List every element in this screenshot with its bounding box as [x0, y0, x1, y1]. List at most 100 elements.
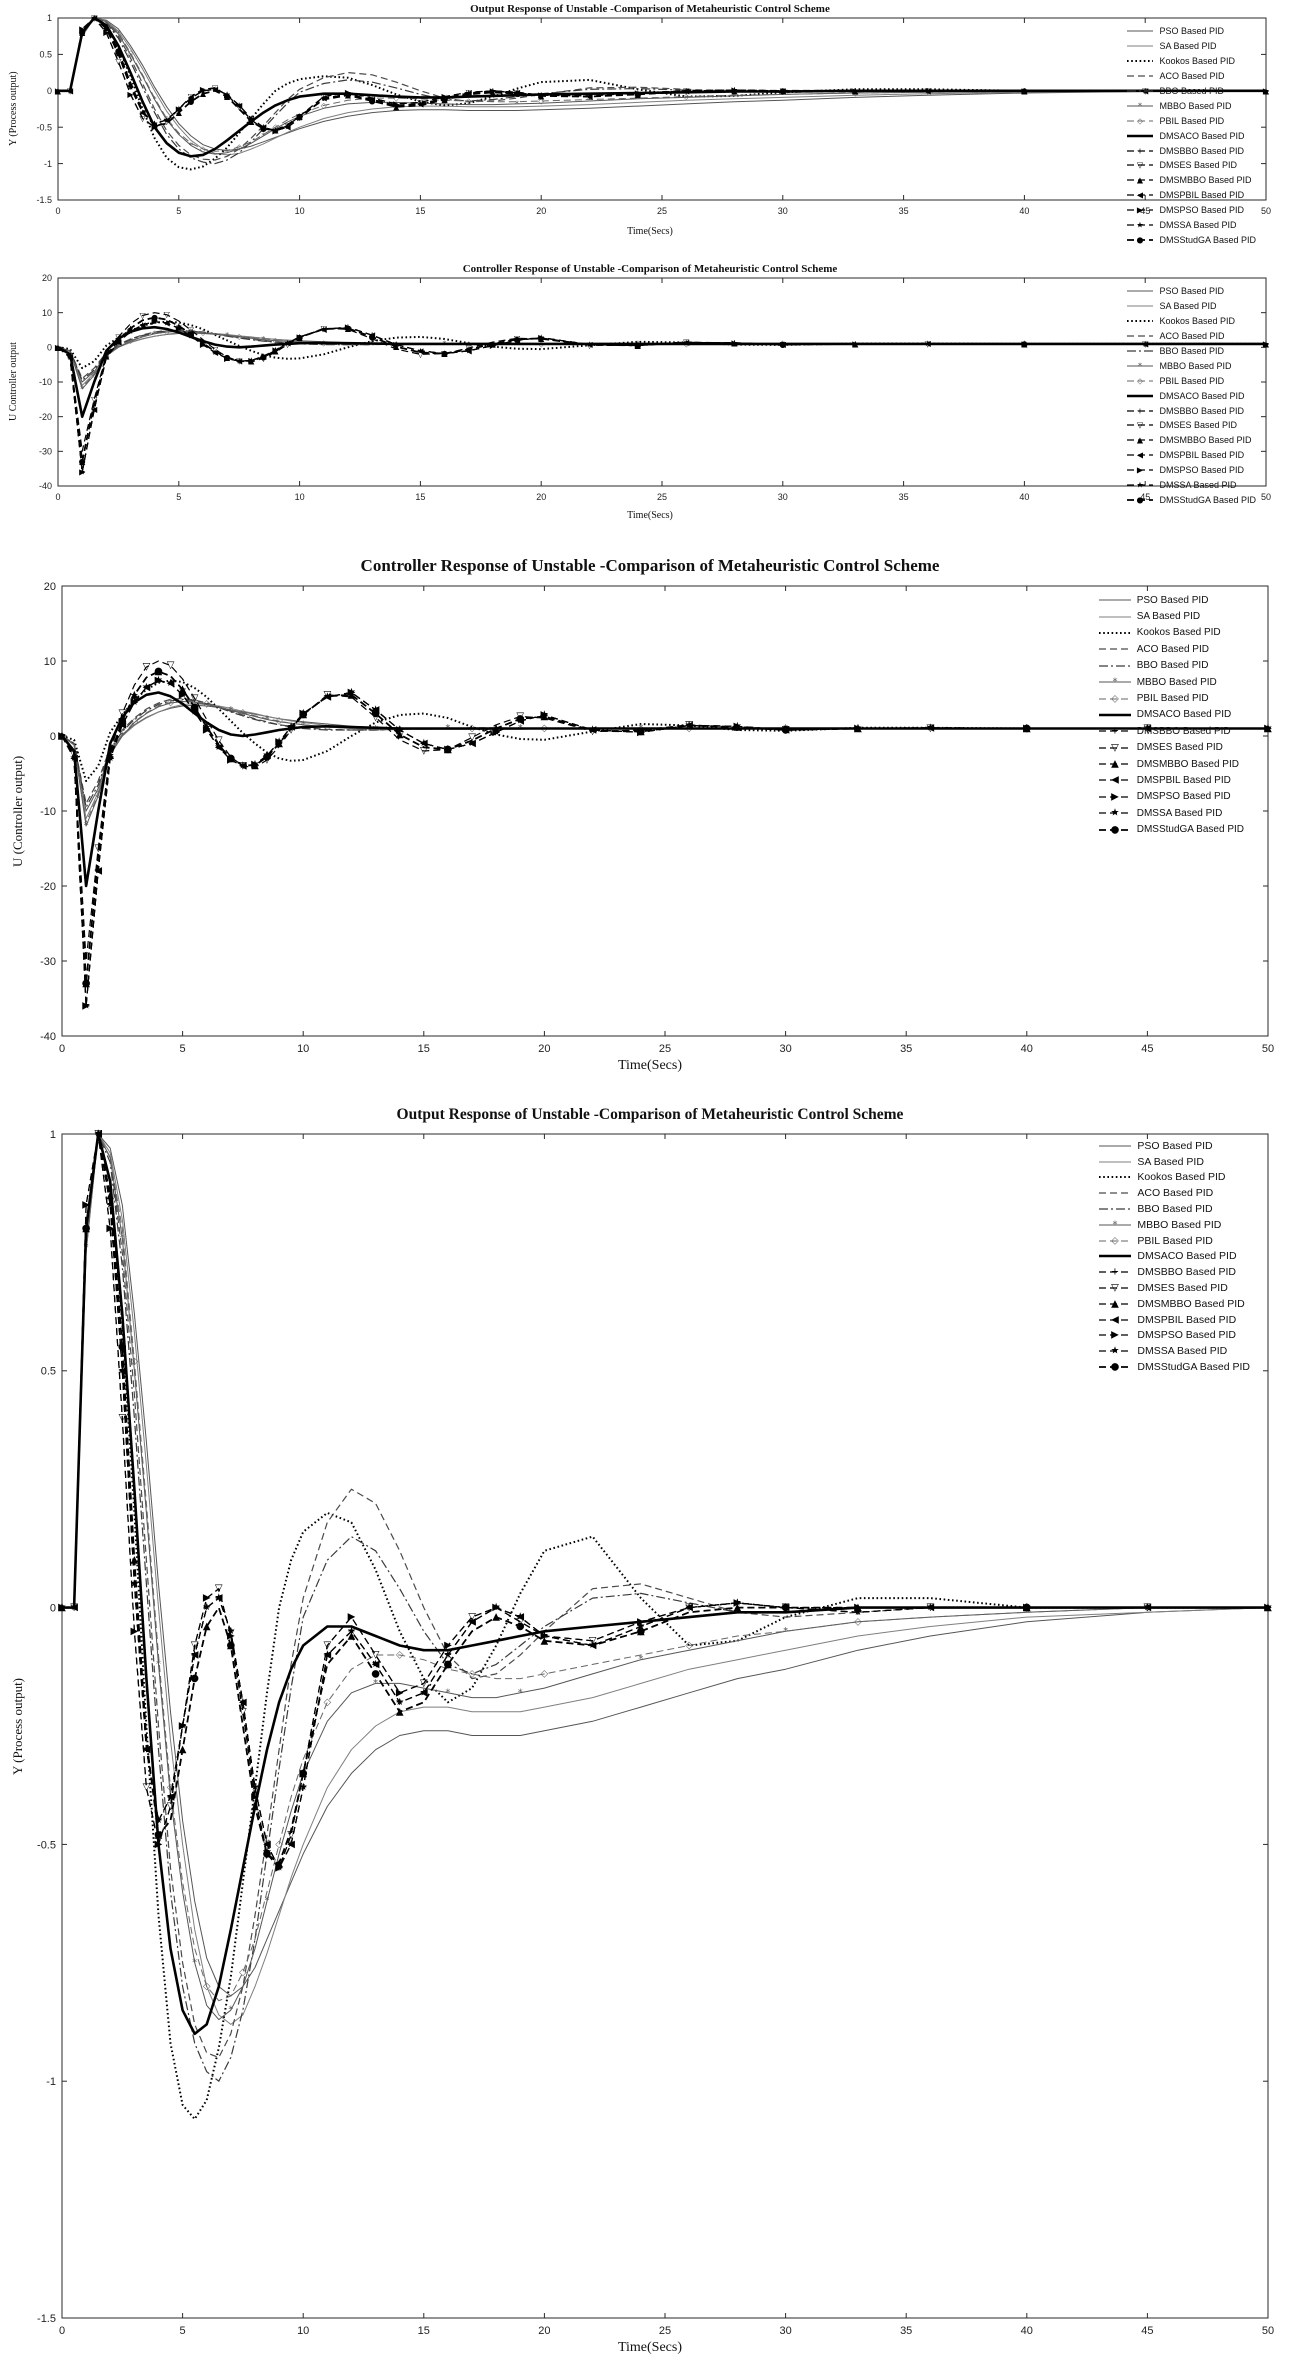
svg-text:*: * [1138, 361, 1142, 370]
series-marker: ● [226, 1640, 235, 1651]
series-marker: ▲ [393, 102, 400, 111]
x-tick-label: 0 [59, 1043, 65, 1055]
legend-label: DMSBBO Based PID [1159, 405, 1244, 416]
legend-item: BBO Based PID [1098, 658, 1244, 674]
legend-label: DMSES Based PID [1136, 742, 1223, 754]
series-marker: ▲ [79, 457, 86, 466]
series-marker: ◀ [188, 332, 195, 341]
series-marker: ◇ [131, 1356, 139, 1367]
series-marker: ★ [190, 707, 199, 718]
series-marker: ★ [1264, 1602, 1273, 1613]
series-marker: ▲ [541, 711, 549, 722]
legend-item: * MBBO Based PID [1098, 674, 1244, 690]
series-marker: ▽ [260, 354, 267, 363]
y-tick-label: -20 [39, 412, 52, 422]
series-marker: * [515, 99, 519, 108]
series-marker: ● [779, 340, 786, 349]
series-marker: ★ [226, 1626, 235, 1637]
legend-line-sample [1098, 631, 1131, 634]
series-marker: ▶ [248, 115, 255, 124]
y-tick-label: -20 [40, 881, 56, 893]
series-marker: ◇ [127, 48, 134, 57]
series-marker: ▽ [263, 1848, 271, 1859]
legend-label: Kookos Based PID [1159, 316, 1235, 327]
x-tick-label: 15 [418, 1043, 430, 1055]
series-marker: ▶ [155, 1839, 163, 1850]
svg-text:▽: ▽ [1137, 421, 1144, 430]
series-marker: ★ [1143, 723, 1152, 734]
legend-label: BBO Based PID [1136, 660, 1209, 672]
svg-text:+: + [1111, 1267, 1119, 1278]
series-marker: ★ [926, 722, 935, 733]
legend-item: ★ DMSSA Based PID [1126, 218, 1256, 233]
legend-label: SA Based PID [1137, 1155, 1204, 1168]
legend-label: Kookos Based PID [1136, 627, 1221, 639]
series-marker: ▶ [444, 1640, 452, 1651]
series-marker: + [106, 749, 114, 760]
series-marker: ★ [540, 710, 549, 721]
series-marker: ▶ [200, 85, 207, 94]
series-marker: ★ [465, 88, 472, 97]
chart-title: Controller Response of Unstable -Compari… [360, 556, 940, 575]
series-marker: ▽ [468, 1612, 476, 1623]
series-marker: + [200, 339, 207, 348]
series-marker: * [370, 98, 374, 107]
series-marker: ◀ [420, 738, 428, 749]
series-marker: ● [187, 97, 194, 106]
x-tick-label: 25 [657, 206, 667, 216]
series-marker: ▽ [516, 1616, 524, 1627]
series-marker: ★ [419, 1687, 428, 1698]
series-marker: * [156, 701, 161, 712]
legend-line-sample: ◀ [1099, 1314, 1132, 1325]
series-marker: + [345, 324, 352, 333]
y-tick-label: 0 [50, 731, 56, 743]
figure-output-response-small: 0 5 10 15 20 25 30 35 40 45 50 -1.5 -1 -0.5 0 0.5 1 * * * * *… [0, 0, 1300, 258]
series-marker: ▲ [155, 666, 163, 677]
series-marker: ● [637, 1626, 646, 1637]
series-marker: ▶ [127, 327, 134, 336]
series-marker: ● [371, 1668, 380, 1679]
legend-label: Kookos Based PID [1137, 1171, 1226, 1184]
series-marker: ◇ [236, 332, 243, 341]
svg-text:★: ★ [1111, 1346, 1120, 1357]
series-marker: ★ [272, 346, 279, 355]
series-marker: ★ [115, 50, 122, 59]
plot-canvas: 0 5 10 15 20 25 30 35 40 45 50-40-30-20-1001020***… [39, 273, 1271, 502]
series-marker: ★ [260, 123, 267, 132]
y-tick-label: -40 [39, 481, 52, 491]
x-tick-label: 45 [1140, 492, 1150, 502]
series-marker: ▽ [372, 712, 380, 723]
legend-item: ● DMSStudGA Based PID [1126, 232, 1256, 247]
x-tick-label: 15 [415, 492, 425, 502]
series-marker: * [636, 94, 640, 103]
series-marker: ▲ [272, 346, 279, 355]
legend-line-sample [1127, 45, 1154, 47]
series-marker: ▲ [203, 1621, 211, 1632]
series-marker: + [79, 457, 86, 466]
series-marker: ★ [540, 1631, 549, 1642]
legend-item: ● DMSStudGA Based PID [1098, 1359, 1250, 1375]
series-marker: ▶ [635, 88, 642, 97]
x-tick-label: 35 [900, 2325, 912, 2337]
legend-line-sample [1127, 394, 1154, 397]
series-marker: ▲ [1263, 86, 1270, 95]
legend-label: DMSSA Based PID [1136, 807, 1223, 819]
series-marker: ● [1022, 1602, 1031, 1613]
svg-text:▲: ▲ [1137, 436, 1144, 445]
series-marker: ▽ [466, 344, 473, 353]
legend-line-sample [1099, 1192, 1132, 1194]
legend-line-sample: ◇ [1127, 376, 1154, 385]
series-marker: ● [516, 1621, 525, 1632]
series-marker: ▶ [82, 1001, 90, 1012]
series-marker: ★ [151, 317, 158, 326]
legend-label: DMSPBIL Based PID [1137, 1313, 1237, 1326]
series-marker: ▲ [637, 726, 645, 737]
series-marker: ◇ [239, 707, 247, 718]
svg-text:★: ★ [1110, 808, 1119, 819]
series-marker: ● [115, 46, 122, 55]
legend-label: DMSPSO Based PID [1136, 791, 1231, 803]
series-line [62, 1133, 1269, 1997]
legend-item: Kookos Based PID [1098, 1170, 1250, 1186]
series-marker: ▽ [70, 749, 78, 760]
series-marker: ★ [263, 750, 272, 761]
